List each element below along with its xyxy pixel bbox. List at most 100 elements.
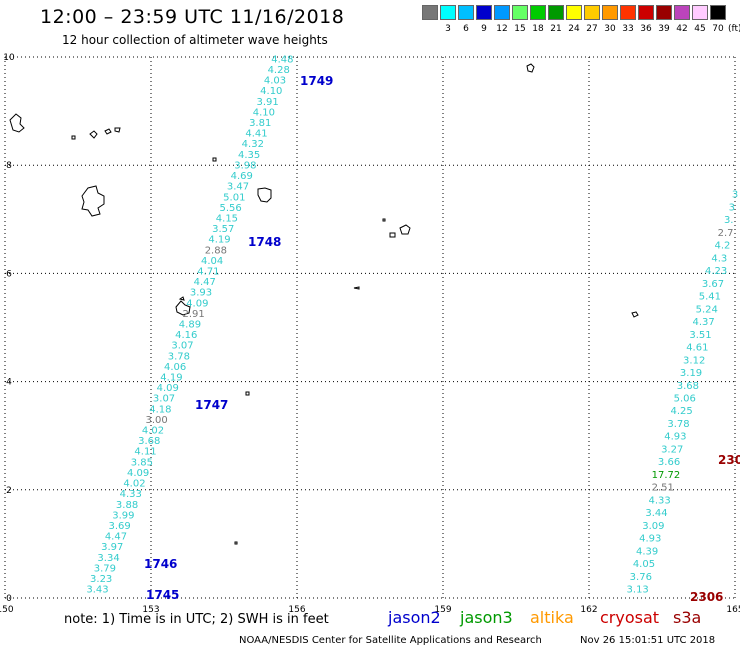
swh-value: 3.67 — [702, 279, 724, 290]
swh-value: 4.02 — [142, 426, 164, 437]
island-outline — [257, 187, 272, 203]
x-tick-label: 165 — [726, 605, 740, 615]
island-outline — [526, 63, 535, 73]
island-outline — [114, 127, 121, 133]
island-outline — [71, 135, 76, 140]
island-outlines — [9, 63, 639, 545]
swh-value: 4.18 — [149, 404, 171, 415]
swh-value: 3. — [724, 215, 734, 226]
x-tick-label: 153 — [142, 605, 159, 615]
swh-value: 3.47 — [227, 182, 249, 193]
swh-value: 4.35 — [238, 150, 260, 161]
y-tick-label: 10 — [3, 53, 15, 63]
swh-value: 4.3 — [711, 253, 727, 264]
y-tick-label: 4 — [6, 378, 12, 388]
swh-value: 4.37 — [692, 317, 714, 328]
satellite-legend-item: altika — [530, 608, 574, 627]
swh-value: 3.12 — [683, 355, 705, 366]
swh-value: 5.56 — [219, 203, 241, 214]
swh-value: 2.51 — [652, 483, 674, 494]
color-scale-label: 39 — [658, 24, 670, 34]
color-scale-swatch — [638, 5, 654, 20]
color-scale-label: 70 — [712, 24, 724, 34]
satellite-legend-item: jason2 — [388, 608, 441, 627]
color-scale-label: 6 — [463, 24, 469, 34]
color-scale-swatch — [602, 5, 618, 20]
color-scale-label: 3 — [445, 24, 451, 34]
color-scale-swatch — [548, 5, 564, 20]
swh-value: 3.09 — [642, 521, 664, 532]
swh-value: 4.47 — [194, 277, 216, 288]
color-scale-label: 12 — [496, 24, 508, 34]
swh-value: 4.19 — [160, 373, 182, 384]
swh-value: 4.09 — [186, 298, 208, 309]
color-scale-label: 24 — [568, 24, 580, 34]
satellite-legend-item: cryosat — [600, 608, 660, 627]
x-tick-label: 162 — [580, 605, 597, 615]
altimeter-tracks: 3.433.233.793.343.974.473.693.993.884.33… — [86, 54, 738, 595]
swh-value: 4.39 — [636, 546, 658, 557]
pass-time-label: 1745 — [146, 588, 179, 602]
pass-time-label: 1746 — [144, 557, 177, 571]
island-outline — [631, 311, 639, 318]
swh-value: 4.19 — [208, 235, 230, 246]
island-outline — [178, 296, 185, 301]
pass-time-label: 230 — [718, 453, 740, 467]
swh-value: 5.01 — [223, 192, 245, 203]
swh-value: 3.13 — [627, 585, 649, 596]
swh-value: 17.72 — [652, 470, 681, 481]
swh-value: 4.33 — [120, 489, 142, 500]
color-scale-swatch — [674, 5, 690, 20]
color-scale-label: 33 — [622, 24, 634, 34]
footer-credit: NOAA/NESDIS Center for Satellite Applica… — [239, 635, 542, 646]
island-outline — [245, 391, 250, 396]
x-tick-label: 150 — [0, 605, 14, 615]
swh-value: 3.93 — [190, 288, 212, 299]
swh-value: 4.10 — [253, 107, 275, 118]
pass-time-label: 1749 — [300, 74, 333, 88]
swh-value: 4.33 — [649, 495, 671, 506]
pass-time-label: 1747 — [195, 398, 228, 412]
x-tick-label: 159 — [434, 605, 451, 615]
swh-value: 3.68 — [677, 381, 699, 392]
swh-value: 4.05 — [633, 559, 655, 570]
swh-value: 3 — [729, 202, 735, 213]
island-outline — [9, 113, 25, 133]
footer-timestamp: Nov 26 15:01:51 UTC 2018 — [580, 635, 716, 646]
swh-value: 3.19 — [680, 368, 702, 379]
swh-value: 3.23 — [90, 574, 112, 585]
color-scale-label: 18 — [532, 24, 544, 34]
color-scale-label: 30 — [604, 24, 616, 34]
swh-value: 3.98 — [234, 160, 256, 171]
island-outline — [212, 157, 217, 162]
color-scale-label: 9 — [481, 24, 487, 34]
color-scale-swatch — [710, 5, 726, 20]
island-outline — [89, 130, 98, 139]
y-tick-label: 0 — [6, 594, 12, 604]
color-scale-swatch — [566, 5, 582, 20]
swh-value: 3.78 — [168, 351, 190, 362]
swh-value: 3.81 — [249, 118, 271, 129]
pass-labels: 1745 1746 1747 1748 1749 2306 230 — [144, 74, 740, 604]
swh-value: 4.93 — [639, 534, 661, 545]
swh-value: 4.03 — [264, 76, 286, 87]
swh-value: 3.97 — [101, 542, 123, 553]
footer-note: note: 1) Time is in UTC; 2) SWH is in fe… — [64, 612, 329, 627]
swh-value: 4.25 — [670, 406, 692, 417]
swh-value: 4.28 — [268, 65, 290, 76]
color-scale-swatch — [530, 5, 546, 20]
color-scale-label: 27 — [586, 24, 598, 34]
pass-time-label: 2306 — [690, 590, 723, 604]
swh-value: 4.71 — [197, 266, 219, 277]
color-scale-swatch — [476, 5, 492, 20]
swh-value: 3.99 — [112, 510, 134, 521]
swh-value: 4.09 — [127, 468, 149, 479]
y-tick-label: 6 — [6, 269, 12, 279]
swh-value: 2.91 — [182, 309, 204, 320]
swh-value: 3.51 — [689, 330, 711, 341]
swh-value: 2.7 — [718, 228, 734, 239]
color-scale-swatch — [512, 5, 528, 20]
swh-value: 4.69 — [231, 171, 253, 182]
color-scale-swatch — [620, 5, 636, 20]
island-outline — [399, 224, 411, 235]
